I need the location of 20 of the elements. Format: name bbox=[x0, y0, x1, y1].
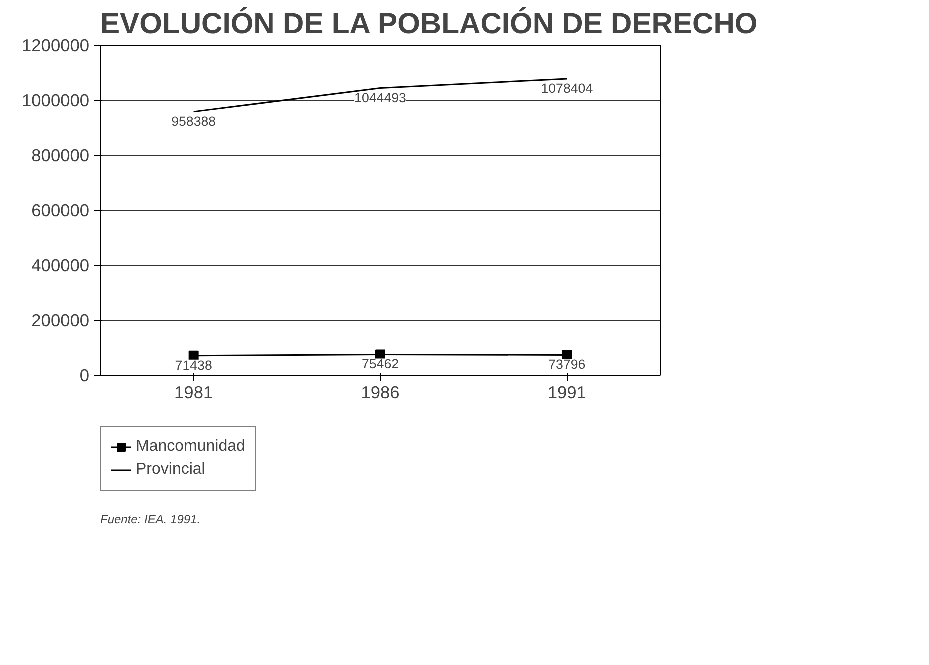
legend-label: Mancomunidad bbox=[136, 438, 246, 456]
data-label: 71438 bbox=[175, 358, 212, 373]
data-label: 958388 bbox=[172, 114, 216, 129]
y-tick-label: 0 bbox=[80, 366, 90, 386]
data-label: 75462 bbox=[362, 356, 400, 372]
data-label: 73796 bbox=[548, 357, 586, 372]
y-tick-label: 800000 bbox=[32, 146, 90, 166]
y-tick-label: 600000 bbox=[32, 200, 90, 220]
legend-label: Provincial bbox=[136, 461, 206, 479]
y-tick-label: 1200000 bbox=[22, 36, 90, 56]
x-tick-label: 1986 bbox=[361, 382, 400, 402]
x-tick-label: 1991 bbox=[548, 382, 586, 402]
data-label: 1078404 bbox=[541, 80, 594, 96]
x-tick-label: 1981 bbox=[174, 382, 214, 402]
y-tick-label: 200000 bbox=[32, 310, 90, 330]
chart-title: EVOLUCIÓN DE LA POBLACIÓN DE DERECHO bbox=[100, 8, 758, 40]
y-tick-label: 400000 bbox=[32, 256, 90, 276]
data-label: 1044493 bbox=[354, 90, 406, 106]
source-note: Fuente: IEA. 1991. bbox=[100, 512, 201, 526]
y-tick-label: 1000000 bbox=[22, 90, 90, 110]
